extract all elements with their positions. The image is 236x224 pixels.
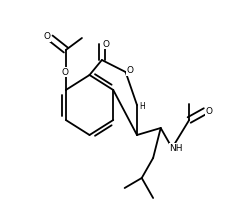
- Text: NH: NH: [169, 144, 183, 153]
- Text: O: O: [61, 67, 68, 77]
- Text: O: O: [126, 66, 134, 75]
- Text: O: O: [102, 39, 110, 49]
- Text: O: O: [206, 106, 213, 116]
- Text: H: H: [140, 102, 145, 111]
- Text: O: O: [43, 32, 51, 41]
